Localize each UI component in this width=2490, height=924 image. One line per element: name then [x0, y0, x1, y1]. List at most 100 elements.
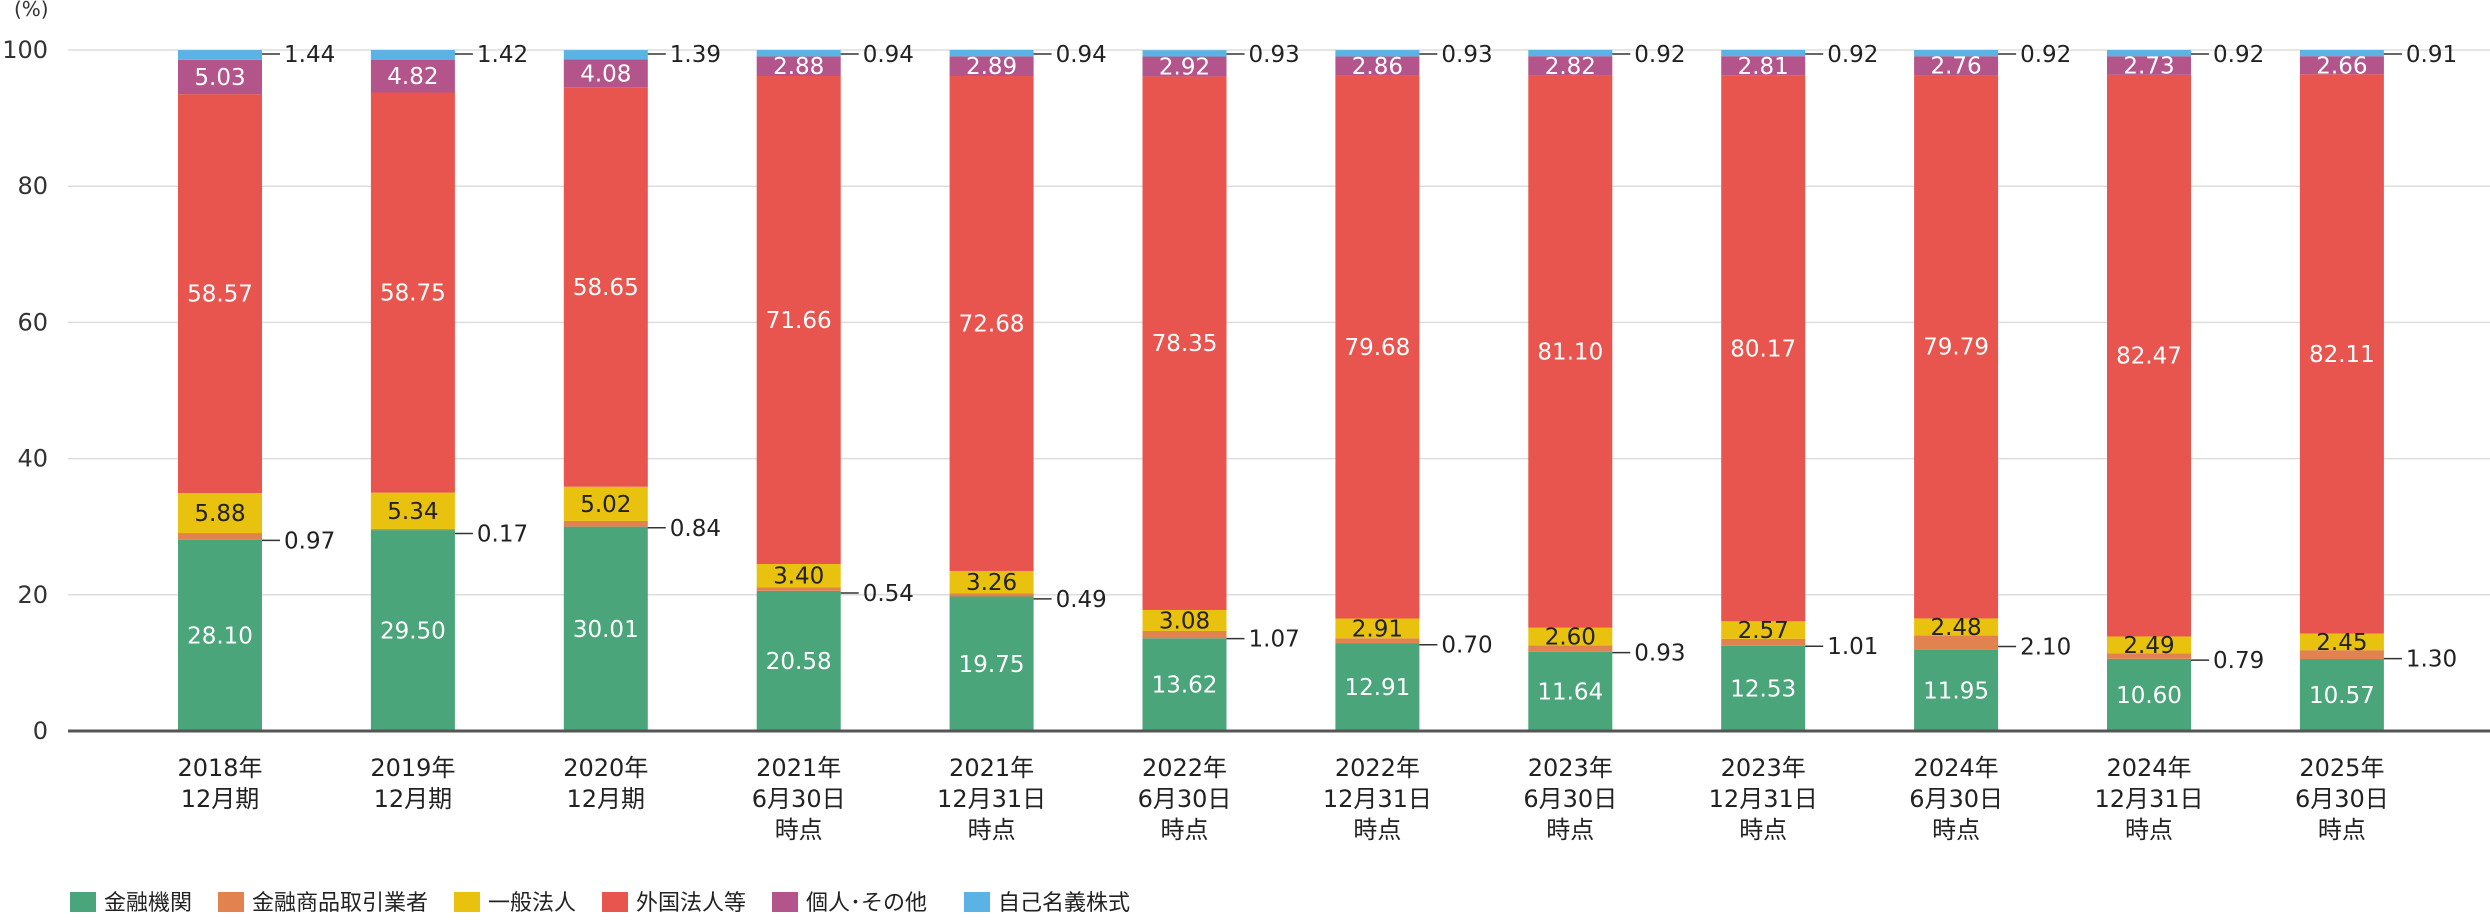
data-label: 2.86 [1352, 54, 1403, 80]
bar-segment [563, 50, 648, 60]
bar-segment [1528, 75, 1613, 628]
x-tick-label: 2023年 [1528, 754, 1613, 782]
bar-segment [1721, 638, 1806, 646]
legend-label: 外国法人等 [636, 891, 746, 916]
data-label: 2.82 [1545, 54, 1596, 80]
callout-label: 0.91 [2406, 42, 2457, 68]
legend-swatch [218, 892, 244, 912]
x-tick-label: 2021年 [949, 754, 1034, 782]
legend-swatch [602, 892, 628, 912]
data-label: 28.10 [187, 623, 253, 649]
callout-label: 0.17 [477, 522, 528, 548]
x-tick-label: 6月30日 [1138, 785, 1232, 813]
bar-segment [1914, 56, 1999, 76]
callout-label: 0.92 [1634, 42, 1685, 68]
bar-segment [563, 526, 648, 731]
x-tick-label: 時点 [1353, 816, 1401, 844]
x-tick-label: 2022年 [1142, 754, 1227, 782]
callout-label: 0.84 [670, 516, 721, 542]
bar-segment [1721, 621, 1806, 639]
data-label: 2.73 [2123, 54, 2174, 80]
bar-segment [1335, 638, 1420, 644]
legend-swatch [454, 892, 480, 912]
bar-segment [756, 564, 841, 588]
bar-segment [1142, 638, 1227, 731]
bar-segment [370, 528, 455, 531]
bar-segment [1721, 75, 1806, 622]
data-label: 82.47 [2116, 344, 2182, 370]
data-label: 2.66 [2316, 53, 2367, 79]
bar-segment [370, 50, 455, 60]
x-tick-label: 時点 [968, 816, 1016, 844]
data-label: 2.48 [1930, 615, 1981, 641]
bar-segment [1335, 643, 1420, 731]
bar-segment [2107, 56, 2191, 75]
bar-segment [1142, 50, 1227, 57]
data-label: 82.11 [2309, 342, 2375, 368]
bar-segment [756, 590, 841, 731]
bar-segment [2299, 56, 2384, 75]
data-label: 79.68 [1344, 335, 1410, 361]
callout-label: 1.01 [1827, 634, 1878, 660]
data-label: 71.66 [766, 308, 832, 334]
callout-label: 0.93 [1441, 42, 1492, 68]
bar-segment [2299, 50, 2384, 57]
data-label: 12.91 [1344, 675, 1410, 701]
callout-label: 1.44 [284, 42, 335, 68]
y-tick-label: 80 [17, 172, 48, 200]
bar-segment [2107, 636, 2191, 654]
legend: 金融機関 金融商品取引業者 一般法人 外国法人等 個人･その他 自己名義株式 [70, 891, 1130, 916]
x-tick-label: 6月30日 [752, 785, 846, 813]
bar-segment [949, 76, 1034, 571]
x-tick-label: 2020年 [563, 754, 648, 782]
x-tick-label: 6月30日 [1523, 785, 1617, 813]
data-label: 19.75 [959, 652, 1025, 678]
data-label: 12.53 [1730, 676, 1796, 702]
bar-segment [1914, 50, 1999, 57]
bar-segment [2107, 50, 2191, 57]
callout-label: 1.30 [2406, 647, 2457, 673]
callout-label: 1.07 [1249, 627, 1300, 653]
data-label: 5.88 [194, 501, 245, 527]
bar-segment [178, 59, 262, 95]
callout-label: 0.94 [863, 42, 914, 68]
x-tick-label: 時点 [1546, 816, 1594, 844]
data-label: 4.82 [387, 64, 438, 90]
legend-label: 自己名義株式 [998, 891, 1130, 916]
callout-label: 0.79 [2213, 648, 2264, 674]
bar-segment [1914, 618, 1999, 636]
data-label: 2.91 [1352, 616, 1403, 642]
callout-label: 0.70 [1441, 633, 1492, 659]
y-axis-unit-label: (%) [14, 0, 49, 21]
x-tick-label: 12月31日 [1323, 785, 1432, 813]
legend-swatch [70, 892, 96, 912]
callout-label: 0.49 [1056, 587, 1107, 613]
x-tick-label: 12月31日 [937, 785, 1046, 813]
data-labels: 28.10 0.97 5.88 58.57 5.03 1.44 29.50 0.17 5.34 5… [187, 42, 2457, 709]
callout-label: 1.42 [477, 42, 528, 68]
bar-segment [1335, 618, 1420, 639]
data-label: 2.49 [2123, 633, 2174, 659]
callout-label: 0.54 [863, 581, 914, 607]
bar-segment [2299, 74, 2384, 634]
bar-segment [1142, 56, 1227, 77]
x-tick-label: 2022年 [1335, 754, 1420, 782]
data-label: 78.35 [1152, 331, 1218, 357]
data-label: 2.45 [2316, 630, 2367, 656]
bar-segment [1528, 645, 1613, 652]
bar-segment [563, 520, 648, 527]
x-tick-label: 時点 [2125, 816, 2173, 844]
y-tick-label: 60 [17, 308, 48, 336]
bar-segment [370, 59, 455, 93]
bar-segment [178, 533, 262, 540]
bar-segment [2299, 633, 2384, 651]
x-tick-label: 12月31日 [2094, 785, 2203, 813]
data-label: 2.76 [1930, 54, 1981, 80]
y-tick-label: 40 [17, 445, 48, 473]
data-label: 30.01 [573, 617, 639, 643]
bar-segment [1528, 627, 1613, 646]
callout-label: 2.10 [2020, 634, 2071, 660]
bar-segment [370, 492, 455, 529]
data-label: 80.17 [1730, 336, 1796, 362]
